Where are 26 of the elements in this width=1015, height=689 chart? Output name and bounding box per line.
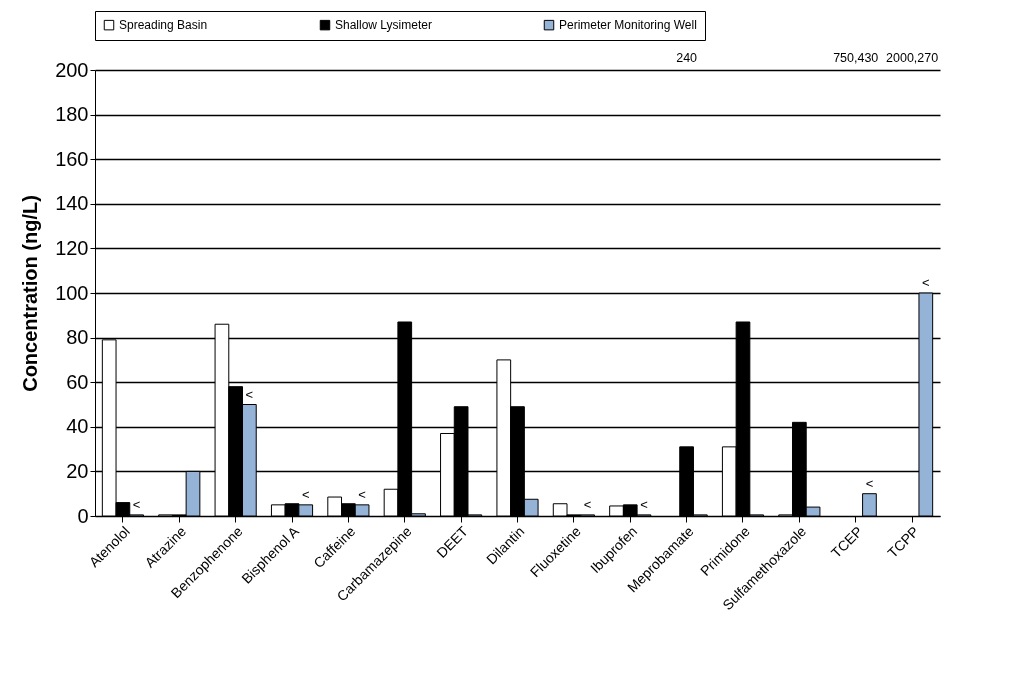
y-tick-label: 60 [66, 370, 89, 393]
y-tick-label: 180 [55, 103, 89, 126]
y-tick-label: 120 [55, 236, 89, 259]
data-label: < [358, 486, 366, 502]
legend-label: Shallow Lysimeter [335, 18, 432, 33]
y-tick-label: 140 [55, 192, 89, 215]
y-tick-label: 0 [77, 504, 89, 527]
data-label: < [301, 486, 310, 502]
data-label: < [640, 496, 648, 512]
text: 750,430 [833, 51, 879, 65]
y-tick-label: 200 [55, 58, 89, 81]
y-tick-label: 100 [55, 281, 89, 304]
text: 240 [676, 51, 698, 65]
y-tick-label: 20 [66, 459, 89, 482]
data-label: < [583, 496, 592, 512]
data-label: < [245, 386, 254, 402]
legend-label: Perimeter Monitoring Well [559, 18, 697, 33]
y-tick-label: 80 [66, 326, 89, 349]
data-label: < [865, 475, 874, 491]
legend-label: Spreading Basin [119, 18, 208, 33]
y-tick-label: 160 [55, 147, 89, 170]
text: 2000,270 [886, 51, 939, 65]
y-tick-label: 40 [66, 415, 89, 438]
y-axis-title: Concentration (ng/L) [19, 195, 42, 392]
data-label: < [922, 275, 930, 290]
data-label: < [132, 496, 141, 512]
